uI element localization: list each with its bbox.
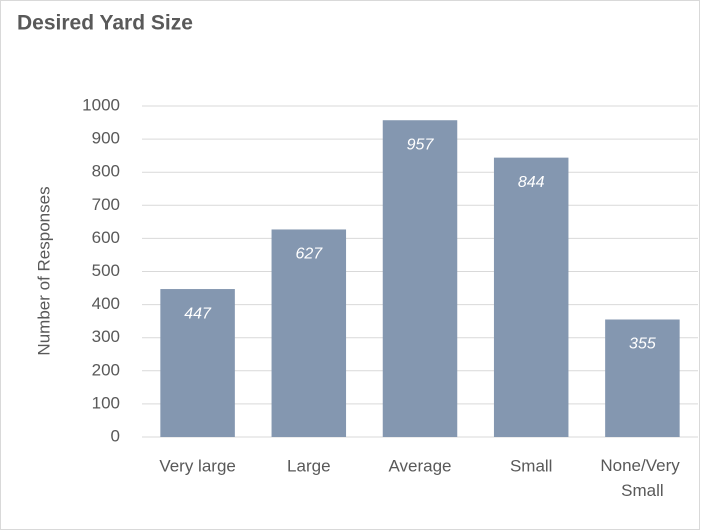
x-tick-label: Average [388, 456, 451, 475]
y-tick-label: 800 [92, 162, 120, 181]
y-tick-label: 900 [92, 129, 120, 148]
y-tick-label: 200 [92, 360, 120, 379]
bar [160, 289, 235, 437]
x-tick-label: Small [510, 456, 553, 475]
bar [493, 157, 569, 438]
x-tick-label: Large [287, 456, 330, 475]
bar [382, 120, 458, 437]
data-label: 627 [295, 246, 323, 263]
chart-title: Desired Yard Size [17, 12, 193, 35]
y-axis-label: Number of Responses [34, 186, 53, 355]
y-tick-label: 500 [92, 261, 120, 280]
y-tick-label: 600 [92, 228, 120, 247]
x-tick-label: None/Very Small [600, 456, 684, 500]
data-label: 844 [518, 174, 545, 191]
y-tick-label: 0 [111, 426, 120, 445]
data-label: 447 [184, 305, 212, 322]
y-tick-label: 400 [92, 294, 120, 313]
data-label: 957 [407, 136, 435, 153]
data-label: 355 [629, 336, 656, 353]
bar [605, 319, 680, 437]
y-tick-label: 1000 [82, 95, 120, 114]
x-tick-label: Very large [159, 456, 236, 475]
y-tick-label: 700 [92, 195, 120, 214]
bar [271, 229, 347, 437]
y-tick-label: 100 [92, 393, 120, 412]
y-tick-label: 300 [92, 327, 120, 346]
